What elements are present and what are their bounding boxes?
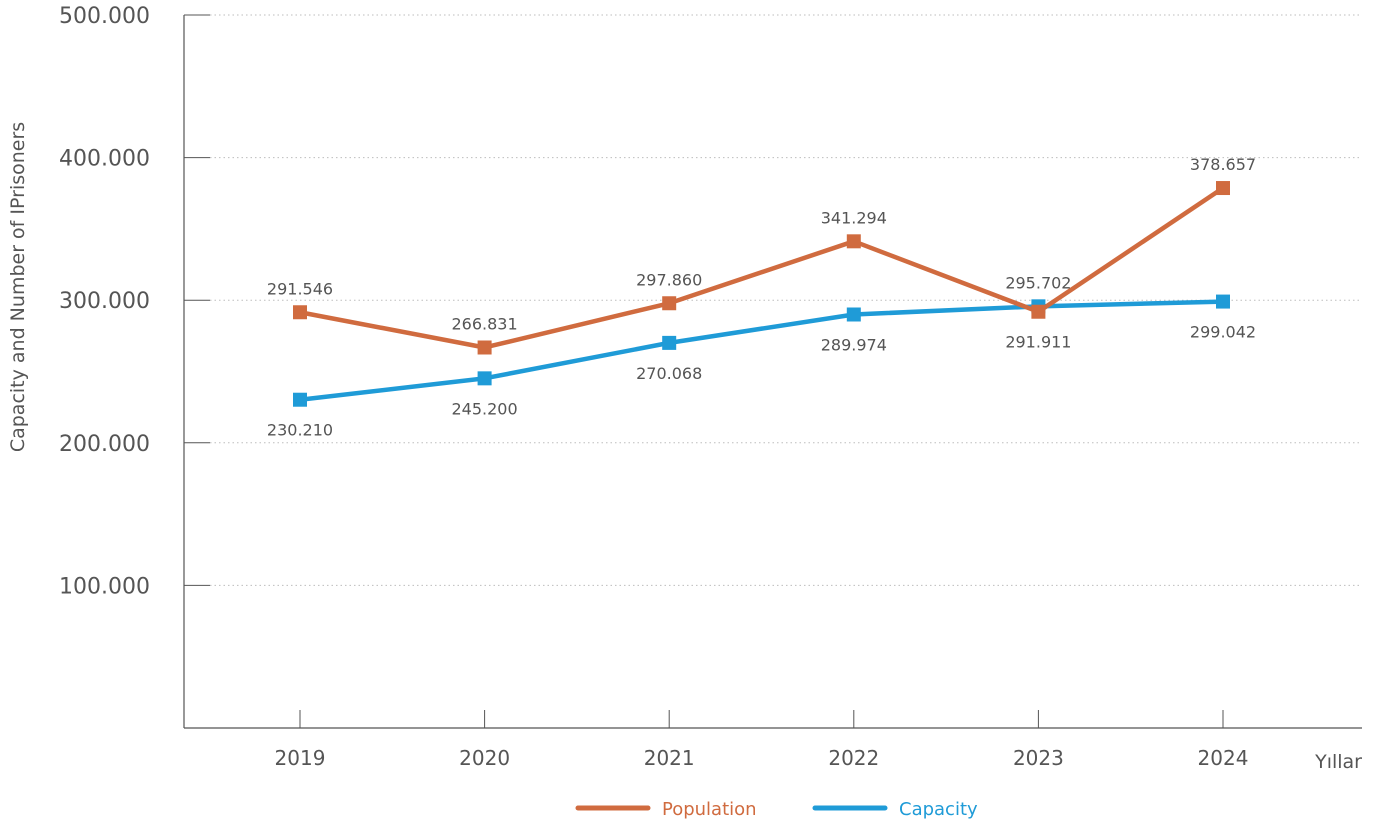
axes xyxy=(183,15,1362,729)
population-data-label: 297.860 xyxy=(636,270,702,289)
y-tick-label: 400.000 xyxy=(59,147,150,172)
x-tick-label: 2024 xyxy=(1198,746,1249,770)
population-legend-label: Population xyxy=(662,799,757,820)
capacity-series-line xyxy=(299,299,1224,402)
capacity-data-label: 270.068 xyxy=(636,364,702,383)
x-axis-ticks: 2019 2020 2021 2022 2023 2024 xyxy=(275,710,1249,770)
legend: Population Capacity xyxy=(575,799,978,820)
population-point-marker xyxy=(477,340,492,355)
population-data-label: 291.911 xyxy=(1005,333,1071,352)
population-data-label: 291.546 xyxy=(267,279,333,298)
capacity-data-label: 299.042 xyxy=(1190,323,1256,342)
y-axis-title: Capacity and Number of IPrisoners xyxy=(7,122,29,452)
x-tick-label: 2022 xyxy=(828,746,879,770)
capacity-legend-label: Capacity xyxy=(899,799,978,820)
capacity-data-label: 295.702 xyxy=(1005,273,1071,292)
x-axis-title: Yıllar xyxy=(1314,751,1362,773)
population-point-marker xyxy=(1031,304,1046,319)
y-tick-label: 100.000 xyxy=(59,574,150,599)
y-tick-label: 300.000 xyxy=(59,289,150,314)
capacity-point-marker xyxy=(293,392,307,407)
population-data-label: 341.294 xyxy=(821,208,887,227)
population-data-label: 266.831 xyxy=(452,314,518,333)
capacity-point-marker xyxy=(477,371,492,386)
gridlines xyxy=(210,14,1362,586)
x-tick-label: 2019 xyxy=(275,746,326,770)
population-series-line xyxy=(299,186,1225,350)
capacity-point-marker xyxy=(1216,294,1230,309)
capacity-data-label: 230.210 xyxy=(267,421,333,440)
capacity-data-label: 289.974 xyxy=(821,335,887,354)
population-point-marker xyxy=(1216,181,1230,196)
population-point-marker xyxy=(293,305,307,320)
x-tick-label: 2023 xyxy=(1013,746,1064,770)
y-tick-label: 200.000 xyxy=(59,432,150,457)
population-data-label: 378.657 xyxy=(1190,155,1256,174)
capacity-data-label: 245.200 xyxy=(452,399,518,418)
data-labels: 291.546 266.831 297.860 341.294 291.911 378.6… xyxy=(267,155,1256,440)
series-layer xyxy=(293,181,1230,407)
capacity-point-marker xyxy=(846,307,861,322)
y-axis-ticks: 100.000 200.000 300.000 400.000 500.000 xyxy=(59,4,210,599)
x-tick-label: 2020 xyxy=(459,746,510,770)
population-point-marker xyxy=(846,234,861,249)
x-tick-label: 2021 xyxy=(644,746,695,770)
population-point-marker xyxy=(662,296,677,311)
y-tick-label: 500.000 xyxy=(59,4,150,29)
capacity-point-marker xyxy=(662,335,677,350)
